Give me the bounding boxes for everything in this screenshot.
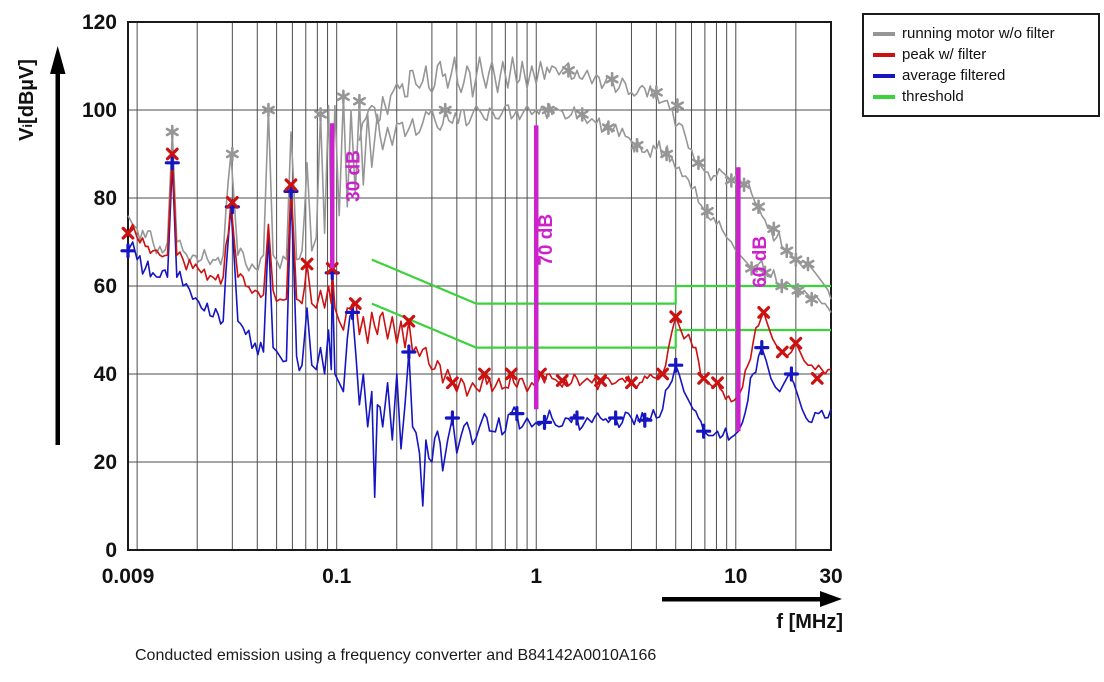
series-marker-star: [691, 158, 705, 168]
legend-label: average filtered: [902, 67, 1006, 84]
series-marker-star: [745, 264, 759, 273]
series-marker-x: [402, 314, 416, 328]
series-marker-star: [575, 110, 589, 119]
series-marker-star: [649, 88, 663, 97]
legend-swatch-green: [873, 94, 895, 99]
series-marker-star: [438, 105, 452, 115]
series-marker-star: [758, 268, 772, 278]
series-marker-star: [561, 66, 575, 75]
legend-item-running-motor: running motor w/o filter: [873, 23, 1089, 44]
series-marker-star: [775, 281, 789, 291]
series-marker-x: [348, 297, 362, 310]
series-marker-star: [801, 259, 815, 269]
series-marker-x: [504, 367, 518, 381]
series-marker-star: [605, 74, 619, 84]
series-marker-star: [336, 92, 350, 102]
legend-item-peak-filter: peak w/ filter: [873, 44, 1089, 65]
legend-label: peak w/ filter: [902, 46, 987, 63]
y-tick-label: 60: [94, 275, 117, 298]
series-marker-star: [805, 294, 819, 304]
series-marker-x: [225, 196, 239, 209]
series-marker-x: [284, 178, 298, 192]
series-marker-star: [601, 123, 615, 132]
x-tick-label: 30: [819, 565, 842, 588]
series-marker-x: [121, 226, 135, 240]
x-tick-label: 10: [724, 565, 747, 588]
series-marker-star: [261, 105, 275, 115]
legend-item-threshold: threshold: [873, 86, 1089, 107]
series-marker-x: [445, 376, 459, 390]
y-axis-label-unit: [dBµV]: [15, 59, 38, 124]
series-marker-star: [352, 96, 366, 106]
series-curve-threshold: [371, 302, 831, 349]
x-axis-arrow: [662, 597, 822, 602]
series-marker-x: [697, 372, 711, 385]
annotation-label: 60 dB: [750, 236, 771, 288]
y-tick-label: 120: [82, 11, 117, 34]
series-marker-star: [314, 110, 328, 119]
series-marker-x: [789, 336, 803, 350]
series-marker-star: [724, 176, 738, 185]
series-marker-x: [625, 376, 638, 390]
series-marker-x: [165, 147, 179, 161]
legend-swatch-blue: [873, 73, 895, 78]
series-marker-star: [660, 149, 674, 159]
series-curve-threshold: [371, 258, 831, 305]
series-marker-star: [791, 286, 805, 295]
series-marker-x: [555, 374, 569, 387]
legend-label: threshold: [902, 88, 964, 105]
y-axis-arrow-head: [50, 46, 66, 74]
series-marker-star: [630, 140, 644, 150]
series-marker-star: [541, 105, 555, 115]
y-tick-label: 80: [94, 187, 117, 210]
y-axis-label-subscript: i: [19, 123, 35, 128]
series-curve-average-filtered: [127, 162, 832, 507]
series-marker-x: [325, 262, 339, 275]
legend-label: running motor w/o filter: [902, 25, 1055, 42]
series-marker-x: [669, 310, 683, 324]
y-tick-label: 0: [105, 539, 117, 562]
x-axis-label: f [MHz]: [776, 611, 843, 633]
series-marker-x: [478, 367, 491, 381]
series-marker-x: [594, 374, 607, 387]
series-marker-x: [711, 376, 724, 390]
series-marker-star: [780, 246, 794, 256]
series-marker-star: [225, 149, 239, 159]
series-marker-star: [789, 255, 803, 264]
series-marker-x: [810, 372, 824, 385]
y-axis-arrow: [55, 68, 60, 445]
x-tick-label: 0.009: [102, 565, 155, 588]
series-marker-star: [752, 202, 766, 212]
figure-caption: Conducted emission using a frequency con…: [135, 647, 657, 664]
series-marker-star: [165, 127, 179, 137]
legend-swatch-gray: [873, 31, 895, 36]
series-marker-x: [300, 257, 314, 271]
y-axis-label-symbol: V: [15, 127, 38, 141]
x-axis-arrow-head: [820, 591, 842, 607]
x-tick-label: 1: [530, 565, 542, 588]
x-tick-label: 0.1: [322, 565, 352, 588]
legend: running motor w/o filter peak w/ filter …: [862, 13, 1100, 117]
legend-item-average-filtered: average filtered: [873, 65, 1089, 86]
annotation-label: 30 dB: [343, 150, 364, 202]
series-marker-star: [700, 206, 714, 216]
series-marker-star: [670, 101, 684, 110]
series-marker-x: [775, 345, 789, 359]
series-marker-star: [767, 224, 781, 234]
series-marker-x: [757, 306, 771, 319]
y-tick-label: 100: [82, 99, 117, 122]
y-tick-label: 40: [94, 363, 117, 386]
series-marker-x: [656, 367, 670, 381]
y-tick-label: 20: [94, 451, 117, 474]
annotation-label: 70 dB: [536, 214, 557, 266]
legend-swatch-red: [873, 52, 895, 57]
